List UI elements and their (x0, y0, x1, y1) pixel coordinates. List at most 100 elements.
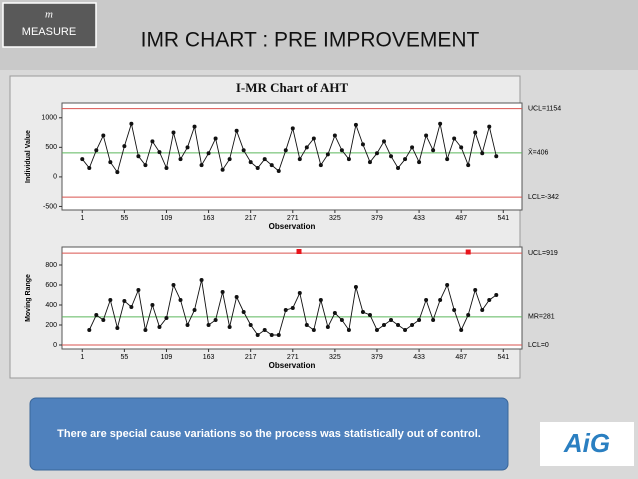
control-limit-label: X̄=406 (528, 149, 549, 157)
data-point (227, 157, 232, 162)
data-point (164, 166, 169, 171)
section-box (2, 2, 97, 48)
data-point (318, 298, 323, 302)
data-point (157, 325, 162, 329)
data-point (199, 278, 204, 282)
data-point (283, 308, 288, 312)
data-point (115, 326, 120, 330)
y-tick-label: 200 (45, 322, 57, 329)
data-point (367, 313, 372, 317)
data-point (417, 160, 422, 165)
data-point (360, 142, 365, 147)
logo: AiG (563, 428, 610, 458)
data-point (283, 148, 288, 153)
data-point (318, 163, 323, 168)
x-tick-label: 541 (497, 215, 509, 222)
x-tick-label: 55 (120, 215, 128, 222)
y-tick-label: 800 (45, 262, 57, 269)
data-point (150, 139, 155, 144)
data-point (459, 145, 464, 150)
data-point (262, 328, 267, 332)
data-point (122, 299, 127, 303)
data-point (269, 163, 274, 168)
data-point (438, 298, 443, 302)
data-point (171, 130, 176, 135)
data-point (199, 163, 204, 168)
data-line (81, 121, 497, 174)
data-point (459, 328, 464, 332)
data-point (339, 148, 344, 153)
data-point (129, 121, 134, 126)
y-tick-label: 0 (53, 342, 57, 349)
x-tick-label: 271 (287, 215, 299, 222)
data-point (94, 313, 99, 317)
data-point (374, 328, 379, 332)
chart-title: I-MR Chart of AHT (236, 80, 349, 95)
y-tick-label: 0 (53, 174, 57, 181)
data-point (290, 306, 295, 310)
data-point (171, 283, 176, 287)
data-point (374, 151, 379, 156)
data-point (304, 323, 309, 327)
data-point (122, 144, 127, 149)
data-point (234, 295, 239, 299)
control-limit-label: LCL=0 (528, 342, 549, 349)
data-point (234, 128, 239, 133)
data-point (276, 333, 281, 337)
y-tick-label: 600 (45, 282, 57, 289)
data-point (101, 318, 106, 322)
x-tick-label: 433 (413, 215, 425, 222)
slide-title: IMR CHART : PRE IMPROVEMENT (141, 29, 480, 52)
data-point (87, 328, 92, 332)
data-point (473, 288, 478, 292)
data-point (157, 150, 162, 155)
data-point (80, 157, 85, 162)
x-tick-label: 163 (203, 215, 215, 222)
data-point (150, 303, 155, 307)
data-point (403, 328, 408, 332)
x-tick-label: 271 (287, 354, 299, 361)
data-point (353, 122, 358, 127)
data-point (332, 133, 337, 138)
data-point (480, 308, 485, 312)
data-point (332, 311, 337, 315)
data-point (396, 166, 401, 171)
data-point (143, 163, 148, 168)
data-point (213, 318, 218, 322)
data-point (255, 333, 260, 337)
data-point (353, 285, 358, 289)
data-point (185, 323, 190, 327)
x-tick-label: 541 (497, 354, 509, 361)
data-point (262, 157, 267, 162)
data-point (94, 148, 99, 153)
data-point (311, 328, 316, 332)
data-point (487, 298, 492, 302)
x-tick-label: 163 (203, 354, 215, 361)
data-point (389, 154, 394, 159)
data-point (143, 328, 148, 332)
x-tick-label: 109 (161, 354, 173, 361)
x-tick-label: 379 (371, 215, 383, 222)
data-point (206, 151, 211, 156)
data-point (248, 160, 253, 165)
data-point (241, 310, 246, 314)
data-point (178, 157, 183, 162)
data-point (487, 124, 492, 129)
x-tick-label: 487 (455, 354, 467, 361)
data-point (115, 170, 120, 175)
y-axis-label: Individual Value (25, 130, 32, 183)
outlier-point (465, 249, 471, 255)
section-icon: m (45, 9, 53, 21)
data-point (108, 160, 113, 165)
data-point (494, 154, 499, 159)
data-point (480, 151, 485, 156)
data-point (178, 298, 183, 302)
data-point (466, 313, 471, 317)
note-text: There are special cause variations so th… (57, 428, 481, 440)
data-point (410, 323, 415, 327)
control-limit-label: UCL=919 (528, 250, 558, 257)
y-tick-label: 500 (45, 144, 57, 151)
data-point (248, 323, 253, 327)
data-point (304, 145, 309, 150)
data-point (410, 145, 415, 150)
